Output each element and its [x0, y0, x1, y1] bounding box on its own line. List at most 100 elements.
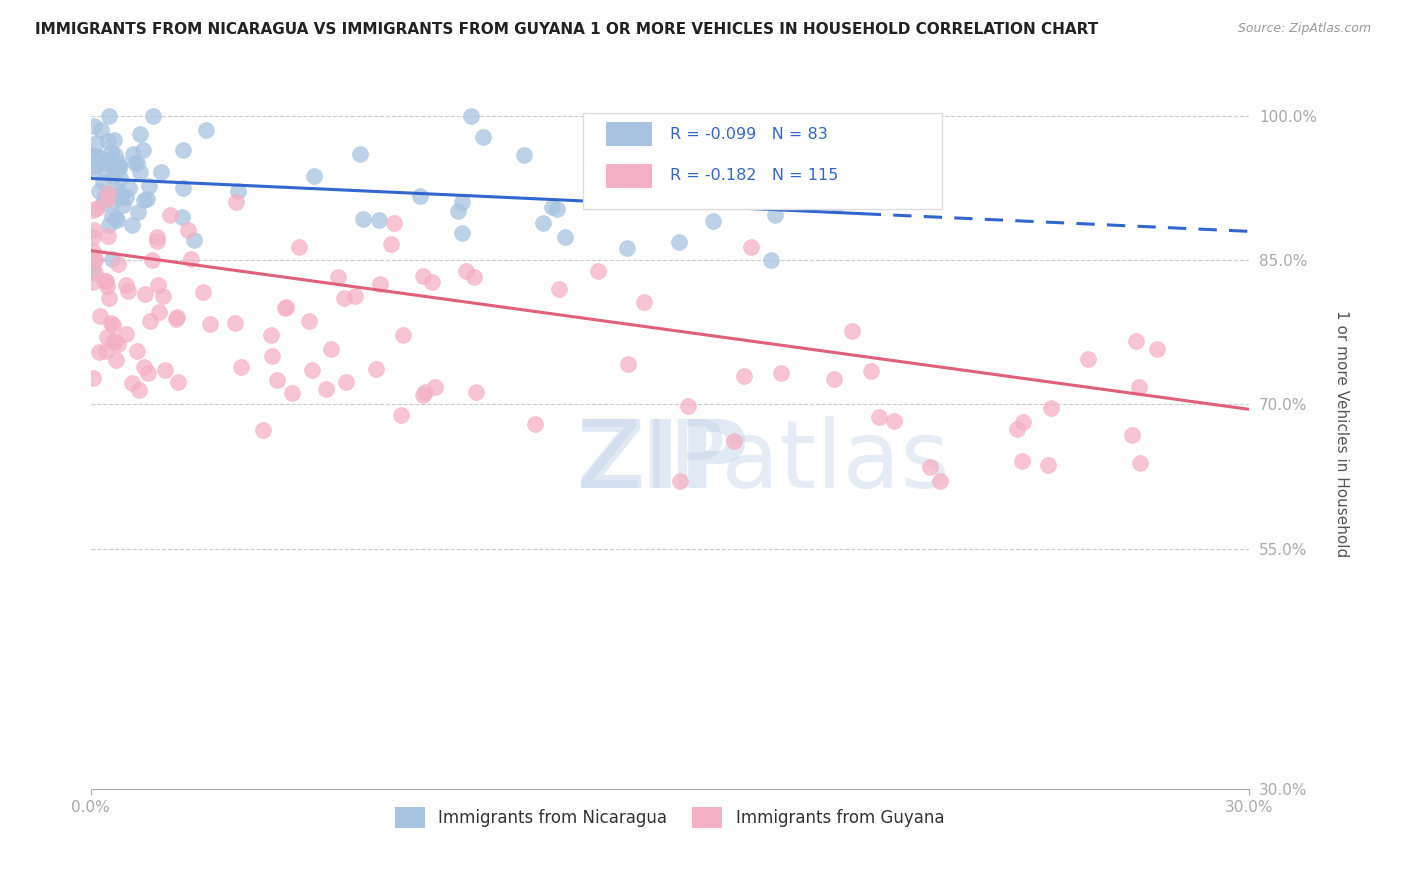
Point — [96, 343, 118, 358]
Point — [114, 278, 136, 293]
Point — [763, 208, 786, 222]
Point — [82, 202, 104, 217]
Point — [333, 291, 356, 305]
Point — [546, 202, 568, 216]
Point — [364, 362, 387, 376]
Point — [134, 287, 156, 301]
Point — [141, 253, 163, 268]
Point — [94, 274, 117, 288]
Point — [96, 192, 118, 206]
Point — [183, 233, 205, 247]
Point — [104, 211, 127, 226]
Bar — [606, 163, 652, 187]
Point — [82, 371, 104, 385]
Point — [105, 187, 128, 202]
Point — [1011, 454, 1033, 468]
Text: R = -0.099   N = 83: R = -0.099 N = 83 — [669, 127, 827, 142]
Point — [132, 144, 155, 158]
Point — [180, 252, 202, 267]
Point — [98, 218, 121, 232]
Legend: Immigrants from Nicaragua, Immigrants from Guyana: Immigrants from Nicaragua, Immigrants fr… — [388, 801, 950, 834]
Point — [86, 201, 108, 215]
Point — [266, 373, 288, 387]
Point — [380, 236, 402, 251]
Point — [349, 146, 371, 161]
Point — [96, 330, 118, 344]
Point — [224, 316, 246, 330]
Point — [382, 216, 405, 230]
Point — [389, 408, 412, 422]
Point — [1077, 351, 1099, 366]
Point — [149, 165, 172, 179]
Point — [108, 155, 131, 169]
Point — [463, 269, 485, 284]
Point — [669, 474, 692, 488]
Point — [335, 375, 357, 389]
Point — [315, 382, 337, 396]
Point — [145, 235, 167, 249]
Point — [326, 270, 349, 285]
Point — [170, 210, 193, 224]
Point — [83, 223, 105, 237]
Point — [83, 252, 105, 267]
Point — [172, 143, 194, 157]
Point — [446, 204, 468, 219]
Point — [280, 386, 302, 401]
Point — [136, 366, 159, 380]
Point — [226, 184, 249, 198]
Point — [165, 312, 187, 326]
Text: ZIPatlas: ZIPatlas — [576, 416, 950, 508]
Point — [97, 229, 120, 244]
Text: Source: ZipAtlas.com: Source: ZipAtlas.com — [1237, 22, 1371, 36]
Point — [90, 122, 112, 136]
Point — [101, 252, 124, 266]
Point — [274, 301, 297, 315]
Point — [129, 127, 152, 141]
Point — [409, 189, 432, 203]
Point — [127, 205, 149, 219]
Point — [100, 316, 122, 330]
Point — [1038, 458, 1060, 472]
Point — [918, 460, 941, 475]
Point — [93, 156, 115, 170]
Point — [153, 363, 176, 377]
Point — [110, 189, 132, 203]
Point — [288, 240, 311, 254]
Point — [823, 372, 845, 386]
Point — [103, 159, 125, 173]
Point — [136, 192, 159, 206]
Point — [616, 240, 638, 254]
Point — [96, 274, 118, 288]
Point — [105, 183, 128, 197]
Point — [108, 162, 131, 177]
Point — [225, 194, 247, 209]
Point — [540, 200, 562, 214]
Point — [260, 327, 283, 342]
Point — [298, 314, 321, 328]
Point — [103, 133, 125, 147]
Point — [104, 148, 127, 162]
Point — [82, 261, 104, 276]
Point — [159, 208, 181, 222]
Point — [87, 151, 110, 165]
Point — [172, 181, 194, 195]
Point — [96, 164, 118, 178]
Point — [83, 120, 105, 134]
Point — [98, 291, 121, 305]
Point — [103, 194, 125, 208]
Point — [392, 328, 415, 343]
Y-axis label: 1 or more Vehicles in Household: 1 or more Vehicles in Household — [1334, 310, 1348, 557]
Point — [723, 434, 745, 449]
Point — [83, 162, 105, 177]
Point — [1125, 334, 1147, 349]
Text: ZIP: ZIP — [576, 416, 749, 508]
Point — [96, 186, 118, 200]
Point — [89, 184, 111, 198]
Point — [112, 198, 135, 212]
Point — [668, 235, 690, 249]
Point — [352, 211, 374, 226]
Point — [1011, 416, 1033, 430]
FancyBboxPatch shape — [583, 113, 942, 209]
Point — [740, 240, 762, 254]
Point — [115, 190, 138, 204]
